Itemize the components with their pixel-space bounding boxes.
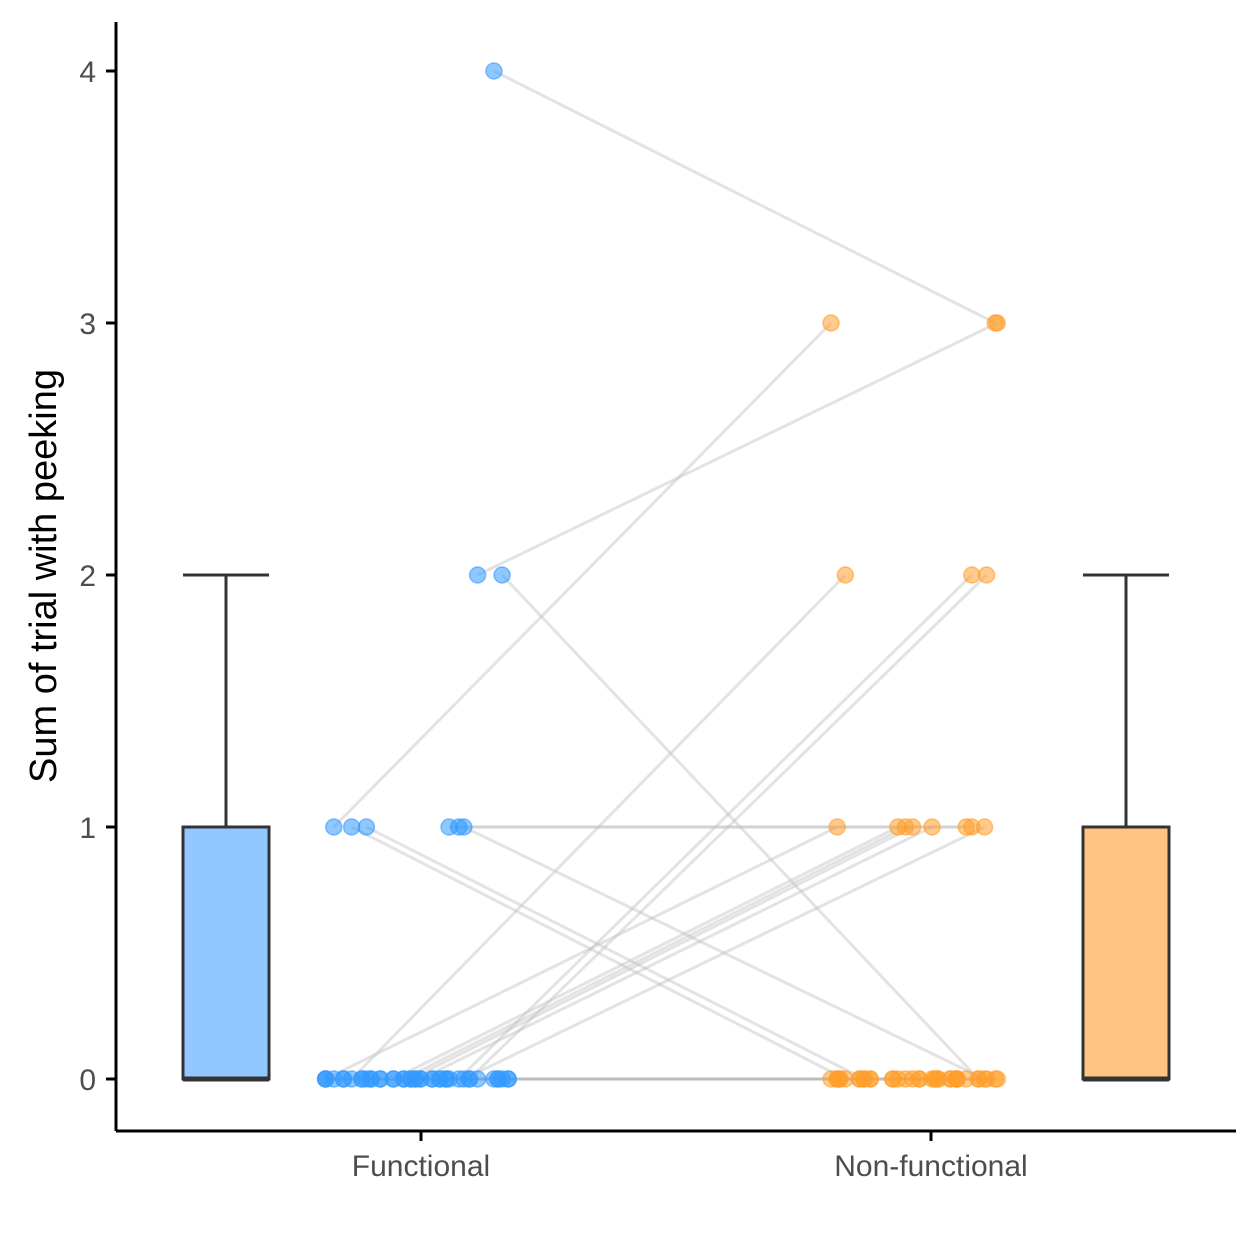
pair-line xyxy=(493,69,996,325)
pair-line xyxy=(365,825,865,1081)
pair-line xyxy=(324,825,838,1081)
box-iqr xyxy=(1081,825,1171,1081)
point-non-functional xyxy=(903,818,922,836)
point-non-functional xyxy=(977,566,996,584)
y-tick-label: 0 xyxy=(79,1064,96,1097)
point-non-functional xyxy=(969,1070,988,1088)
point-functional xyxy=(357,818,376,836)
pair-line xyxy=(419,825,933,1081)
point-functional xyxy=(493,566,511,584)
y-tick-label: 3 xyxy=(79,308,96,341)
boxplots xyxy=(181,573,1171,1082)
point-functional xyxy=(325,818,343,836)
data-points xyxy=(316,62,1007,1088)
point-non-functional xyxy=(963,566,981,584)
paired-lines xyxy=(324,69,998,1081)
x-ticks: Functional Non-functional xyxy=(352,1131,1028,1183)
y-axis-title: Sum of trial with peeking xyxy=(23,369,65,783)
point-functional xyxy=(342,818,361,836)
pair-line xyxy=(468,573,988,1081)
pair-line xyxy=(410,825,914,1081)
point-non-functional xyxy=(986,314,1005,332)
pair-line xyxy=(457,573,973,1081)
axes xyxy=(114,22,1236,1133)
point-non-functional xyxy=(963,818,981,836)
pair-line xyxy=(463,825,986,1081)
point-functional xyxy=(455,818,473,836)
point-functional xyxy=(437,1070,455,1088)
x-tick-label: Functional xyxy=(352,1150,490,1183)
point-non-functional xyxy=(923,818,941,836)
point-functional xyxy=(468,566,487,584)
pair-line xyxy=(476,321,998,577)
point-non-functional xyxy=(861,1070,880,1088)
point-non-functional xyxy=(929,1070,947,1088)
point-non-functional xyxy=(947,1070,966,1088)
box-iqr xyxy=(181,825,271,1081)
point-functional xyxy=(499,1070,517,1088)
point-functional xyxy=(316,1070,335,1088)
point-non-functional xyxy=(828,1070,846,1088)
point-non-functional xyxy=(884,1070,902,1088)
point-non-functional xyxy=(836,566,855,584)
pair-line xyxy=(350,573,847,1081)
point-non-functional xyxy=(828,818,846,836)
point-non-functional xyxy=(822,314,840,332)
pair-line xyxy=(350,825,847,1081)
pair-line xyxy=(463,825,986,1081)
x-tick-label: Non-functional xyxy=(834,1150,1027,1183)
pair-line xyxy=(332,321,833,829)
pair-line xyxy=(392,825,899,1081)
y-tick-label: 2 xyxy=(79,560,96,593)
y-ticks: 0 1 2 3 4 xyxy=(79,56,116,1097)
pair-line xyxy=(500,573,980,1081)
point-functional xyxy=(460,1070,479,1088)
y-tick-label: 4 xyxy=(79,56,96,89)
pair-line xyxy=(402,825,907,1081)
y-tick-label: 1 xyxy=(79,812,96,845)
point-functional xyxy=(485,62,503,80)
